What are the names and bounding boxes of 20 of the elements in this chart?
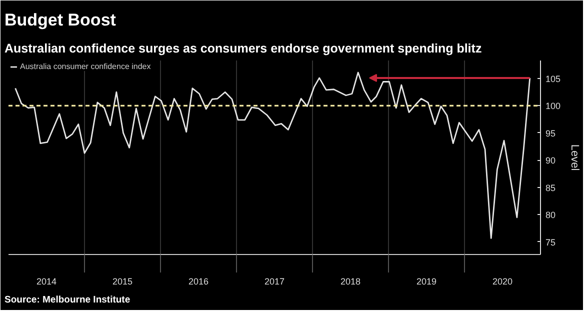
x-tick-label: 2016 bbox=[188, 276, 209, 286]
y-tick-label: 85 bbox=[546, 182, 556, 193]
source-note: Source: Melbourne Institute bbox=[4, 294, 130, 306]
y-tick-label: 105 bbox=[546, 74, 561, 84]
chart-subtitle: Australian confidence surges as consumers endorse government spending blitz bbox=[4, 42, 482, 56]
x-tick-label: 2020 bbox=[492, 276, 513, 286]
x-tick-label: 2018 bbox=[340, 276, 361, 286]
line-series bbox=[14, 72, 531, 239]
y-tick-label: 100 bbox=[546, 101, 561, 112]
y-tick-label: 80 bbox=[546, 210, 556, 220]
y-axis-title: Level bbox=[568, 144, 581, 171]
y-tick-label: 75 bbox=[546, 237, 556, 248]
x-tick-label: 2019 bbox=[416, 276, 437, 286]
y-tick-label: 95 bbox=[546, 128, 556, 138]
legend-label: Australia consumer confidence index bbox=[20, 62, 151, 71]
x-tick-label: 2017 bbox=[264, 276, 285, 286]
x-tick-label: 2015 bbox=[112, 276, 133, 286]
y-tick-label: 90 bbox=[546, 156, 556, 166]
x-tick-label: 2014 bbox=[36, 276, 57, 286]
chart-title: Budget Boost bbox=[4, 10, 116, 30]
